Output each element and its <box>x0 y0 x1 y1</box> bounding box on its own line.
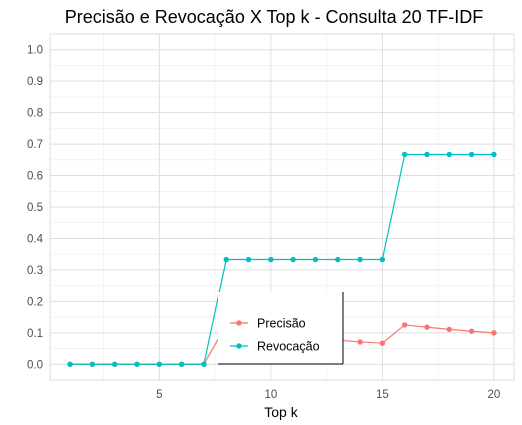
data-point <box>178 361 185 367</box>
y-tick-label: 0.5 <box>27 202 43 214</box>
x-axis-label: Top k <box>264 404 298 420</box>
y-tick-label: 0.3 <box>27 265 43 277</box>
data-point <box>468 328 475 334</box>
chart-title: Precisão e Revocação X Top k - Consulta … <box>65 7 484 27</box>
x-tick-label: 5 <box>156 389 162 401</box>
y-tick-label: 0.7 <box>27 139 43 151</box>
data-point <box>201 361 207 367</box>
data-point <box>446 326 453 333</box>
x-tick-label: 10 <box>264 389 277 401</box>
y-tick-label: 0.2 <box>27 296 43 308</box>
y-tick-label: 0.8 <box>27 108 43 120</box>
data-point <box>491 330 497 336</box>
tick-layer: 0.0 0.1 0.2 0.3 0.4 0.5 0.6 0.7 0.8 0.9 1.0 5 10 15 20 <box>27 45 500 401</box>
y-tick-label: 0.1 <box>27 328 43 340</box>
legend-label: Precisão <box>257 317 306 331</box>
grid-layer <box>49 33 515 381</box>
data-point <box>111 361 118 367</box>
data-point <box>89 361 96 367</box>
legend-box <box>218 292 343 364</box>
data-point <box>379 340 386 346</box>
series-2 <box>67 151 497 367</box>
legend-key-point <box>236 320 242 326</box>
data-point <box>312 256 319 263</box>
data-point <box>379 256 386 263</box>
data-point <box>357 256 363 263</box>
y-tick-label: 0.9 <box>27 76 43 88</box>
x-tick-label: 15 <box>376 389 389 401</box>
data-point <box>424 324 430 330</box>
data-point <box>67 361 73 367</box>
data-point <box>357 339 363 345</box>
y-tick-label: 0.4 <box>27 233 44 245</box>
data-point <box>468 151 475 158</box>
data-point <box>491 151 497 158</box>
legend-key-point <box>236 343 242 349</box>
x-tick-label: 20 <box>488 389 501 401</box>
data-point <box>424 151 430 158</box>
data-point <box>268 256 274 263</box>
data-point <box>401 151 408 158</box>
data-point <box>223 256 229 263</box>
series-layer <box>67 151 497 367</box>
data-point <box>401 322 408 328</box>
legend: Precisão Revocação <box>218 292 344 365</box>
data-point <box>134 361 140 367</box>
data-point <box>446 151 453 158</box>
plot-panel-border <box>49 33 515 381</box>
y-tick-label: 0.6 <box>27 171 43 183</box>
data-point <box>156 361 163 367</box>
data-point <box>335 256 341 263</box>
data-point <box>290 256 296 263</box>
series-line <box>70 153 494 365</box>
data-point <box>245 256 252 263</box>
legend-label: Revocação <box>257 340 320 354</box>
y-tick-label: 1.0 <box>27 45 43 57</box>
y-tick-label: 0.0 <box>27 359 43 371</box>
